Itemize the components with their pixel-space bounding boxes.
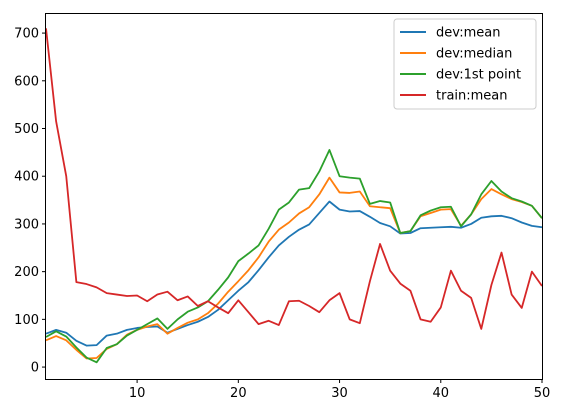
y-tick-label: 200 (14, 265, 39, 280)
x-tick-label: 50 (534, 386, 551, 401)
x-axis: 10 20 30 40 50 (129, 379, 550, 401)
legend-label: dev:1st point (436, 68, 521, 83)
series-line-0 (45, 200, 543, 347)
x-tick-label: 10 (129, 386, 146, 401)
y-tick-label: 600 (14, 74, 39, 89)
y-tick-label: 700 (14, 27, 39, 42)
x-tick-label: 30 (331, 386, 348, 401)
y-tick-label: 300 (14, 217, 39, 232)
x-tick-label: 20 (230, 386, 247, 401)
legend-label: train:mean (436, 89, 508, 104)
y-axis: 0 100 200 300 400 500 600 700 (14, 27, 46, 376)
x-tick-label: 40 (433, 386, 450, 401)
plot-frame (45, 13, 543, 380)
y-tick-label: 500 (14, 122, 39, 137)
series-line-2 (45, 149, 543, 364)
legend-box (393, 18, 537, 110)
legend-label: dev:median (436, 47, 512, 62)
y-tick-label: 400 (14, 170, 39, 185)
y-tick-label: 0 (31, 361, 39, 376)
series-line-1 (45, 176, 543, 360)
y-tick-label: 100 (14, 313, 39, 328)
series-lines (45, 28, 543, 364)
legend-label: dev:mean (436, 26, 500, 41)
legend: dev:mean dev:median dev:1st point train:mea… (393, 18, 537, 110)
series-line-3 (45, 28, 543, 330)
